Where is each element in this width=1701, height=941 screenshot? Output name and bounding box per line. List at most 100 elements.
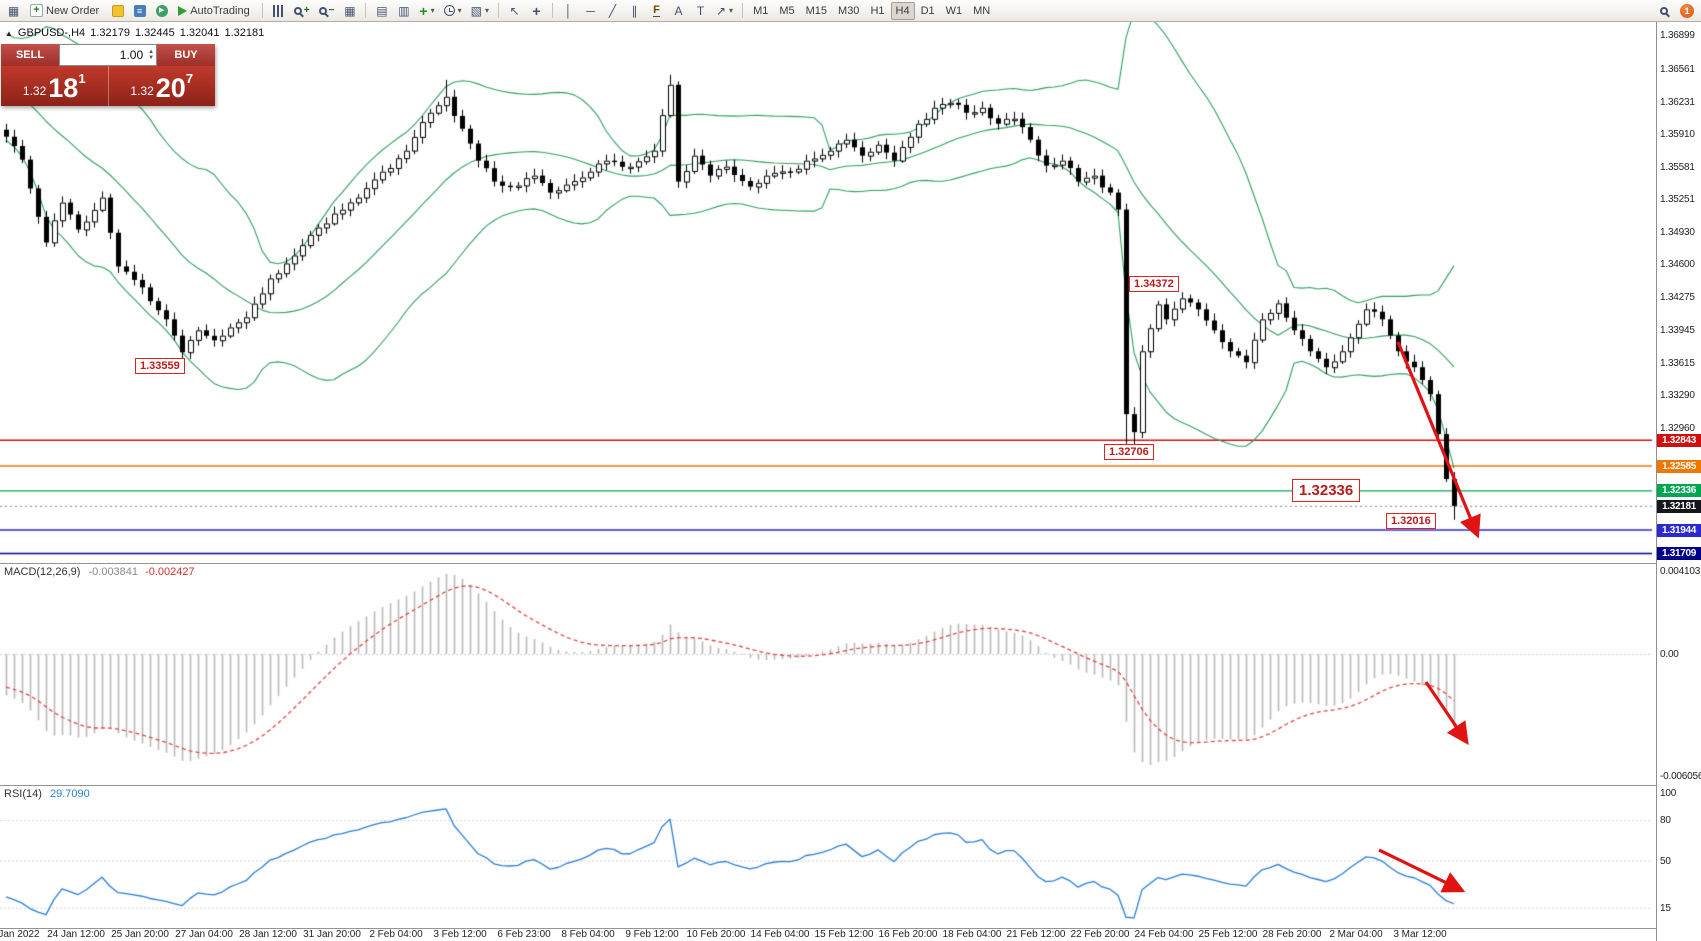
volume-input[interactable] xyxy=(60,48,147,62)
crosshair-icon[interactable]: + xyxy=(532,2,541,19)
rsi-value: 29.7090 xyxy=(49,788,90,800)
time-axis-label: 2 Feb 04:00 xyxy=(369,929,423,940)
ohlc-high: 1.32445 xyxy=(134,27,175,39)
zoom-in-icon[interactable]: + xyxy=(290,1,314,20)
price-callout[interactable]: 1.33559 xyxy=(135,358,185,374)
time-axis-label: 24 Jan 12:00 xyxy=(47,929,105,940)
axis-tick-label: 1.33615 xyxy=(1660,357,1695,369)
axis-tick-label: 1.36899 xyxy=(1660,30,1695,41)
volume-field: ▲▼ xyxy=(59,44,157,66)
cursor-icon[interactable]: ↖ xyxy=(509,3,520,18)
time-axis-label: 28 Feb 20:00 xyxy=(1262,929,1322,940)
navigator-icon[interactable]: ▶ xyxy=(151,1,172,20)
text-icon[interactable]: A xyxy=(674,3,683,18)
sell-button[interactable]: SELL xyxy=(1,44,59,66)
toolbar-separator xyxy=(742,3,744,18)
arrows-tool-icon[interactable]: ↗ ▾ xyxy=(715,3,734,18)
time-axis-label: 15 Feb 12:00 xyxy=(814,929,874,940)
template-button[interactable]: ▧ ▾ xyxy=(470,3,489,18)
toolbar-separator xyxy=(497,3,499,18)
channel-icon[interactable]: ∥ xyxy=(631,3,638,18)
new-order-icon: + xyxy=(30,4,43,17)
axis-tick-label: 1.35581 xyxy=(1660,161,1695,173)
horizontal-line-icon[interactable]: ─ xyxy=(586,3,595,18)
price-marker: 1.32336 xyxy=(1657,484,1701,498)
time-axis-label: 10 Feb 20:00 xyxy=(686,929,746,940)
timeframe-toolbar: M1 M5 M15 M30 H1 H4 D1 W1 MN xyxy=(748,1,995,20)
macd-main-value: -0.003841 xyxy=(88,566,139,578)
macd-name: MACD(12,26,9) xyxy=(4,566,81,578)
price-axis[interactable]: 1.36899 1.36561 1.36231 1.35910 1.35581 1.352… xyxy=(1657,22,1701,941)
timeframe-H1[interactable]: H1 xyxy=(865,2,889,20)
buy-button[interactable]: BUY xyxy=(157,44,215,66)
metaeditor-icon[interactable] xyxy=(107,1,128,20)
axis-tick-label: 1.32960 xyxy=(1660,423,1695,435)
axis-tick-label: 1.34275 xyxy=(1660,291,1695,303)
one-click-trading-panel: SELL ▲▼ BUY 1.32 18 1 1.32 20 7 xyxy=(1,44,215,106)
axis-tick-label: 1.33290 xyxy=(1660,390,1695,402)
buy-price-big: 20 xyxy=(155,73,186,103)
time-axis-label: 2 Mar 04:00 xyxy=(1329,929,1383,940)
price-callout[interactable]: 1.32336 xyxy=(1292,479,1361,502)
strategy-tester-icon[interactable]: ▥ xyxy=(398,3,410,18)
time-axis[interactable]: 21 Jan 2022 24 Jan 12:00 25 Jan 20:00 27 Ja… xyxy=(0,929,1652,941)
chart-bars-icon[interactable] xyxy=(268,1,289,20)
notification-badge[interactable]: 1 xyxy=(1680,3,1694,18)
time-axis-label: 3 Feb 12:00 xyxy=(433,929,487,940)
timeframe-M30[interactable]: M30 xyxy=(833,2,864,20)
time-axis-label: 9 Feb 12:00 xyxy=(625,929,679,940)
price-callout[interactable]: 1.34372 xyxy=(1129,276,1179,292)
fibonacci-icon[interactable]: F xyxy=(653,4,660,17)
market-watch-icon[interactable]: ≡ xyxy=(129,1,150,20)
timeframe-D1[interactable]: D1 xyxy=(916,2,940,20)
time-axis-label: 22 Feb 20:00 xyxy=(1070,929,1130,940)
price-callout[interactable]: 1.32016 xyxy=(1386,513,1436,529)
zoom-out-icon[interactable]: − xyxy=(315,1,339,20)
time-axis-label: 21 Jan 2022 xyxy=(0,929,40,940)
symbol-period-label: GBPUSD-,H4 xyxy=(17,27,86,39)
time-axis-label: 24 Feb 04:00 xyxy=(1134,929,1194,940)
sell-price-big: 18 xyxy=(48,73,79,103)
period-selector-button[interactable]: ▾ xyxy=(440,1,466,20)
price-callout[interactable]: 1.32706 xyxy=(1104,444,1154,460)
axis-tick-label: 50 xyxy=(1660,855,1671,867)
time-axis-label: 16 Feb 20:00 xyxy=(878,929,938,940)
rsi-name: RSI(14) xyxy=(4,788,42,800)
timeframe-H4[interactable]: H4 xyxy=(890,1,915,20)
time-axis-label: 6 Feb 23:00 xyxy=(497,929,551,940)
trendline-icon[interactable]: ╱ xyxy=(608,3,617,18)
price-marker: 1.31709 xyxy=(1657,546,1701,560)
autotrading-button[interactable]: AutoTrading xyxy=(173,1,257,20)
axis-tick-label: 1.36561 xyxy=(1660,63,1695,75)
timeframe-MN[interactable]: MN xyxy=(968,2,995,20)
macd-window-separator[interactable] xyxy=(0,563,1701,564)
tile-windows-icon[interactable]: ▦ xyxy=(344,3,356,18)
chart-window-icon[interactable]: ▦ xyxy=(7,3,20,18)
time-axis-label: 31 Jan 20:00 xyxy=(303,929,361,940)
sell-price[interactable]: 1.32 18 1 xyxy=(1,66,108,106)
search-icon[interactable] xyxy=(1653,1,1674,20)
data-window-icon[interactable]: ▤ xyxy=(376,3,388,18)
autotrading-label: AutoTrading xyxy=(190,4,250,17)
timeframe-M15[interactable]: M15 xyxy=(801,2,832,20)
timeframe-M1[interactable]: M1 xyxy=(748,2,773,20)
add-indicator-button[interactable]: + ▾ xyxy=(419,2,435,19)
rsi-window-separator[interactable] xyxy=(0,785,1701,786)
macd-indicator-label: MACD(12,26,9) -0.003841 -0.002427 xyxy=(4,566,195,578)
vertical-line-icon[interactable]: │ xyxy=(564,3,573,18)
price-marker: 1.32585 xyxy=(1657,459,1701,473)
new-order-button[interactable]: + New Order xyxy=(25,1,106,20)
toolbar-separator xyxy=(551,3,553,18)
volume-spinner[interactable]: ▲ ▼ xyxy=(148,49,155,61)
buy-price-pip: 7 xyxy=(185,71,194,86)
time-axis-label: 8 Feb 04:00 xyxy=(561,929,615,940)
buy-price[interactable]: 1.32 20 7 xyxy=(109,66,216,106)
time-axis-label: 3 Mar 12:00 xyxy=(1393,929,1447,940)
text-label-icon[interactable]: T xyxy=(696,3,705,18)
axis-tick-label: 1.33945 xyxy=(1660,324,1695,336)
toolbar-separator xyxy=(365,3,367,18)
timeframe-M5[interactable]: M5 xyxy=(774,2,799,20)
timeframe-W1[interactable]: W1 xyxy=(941,2,968,20)
